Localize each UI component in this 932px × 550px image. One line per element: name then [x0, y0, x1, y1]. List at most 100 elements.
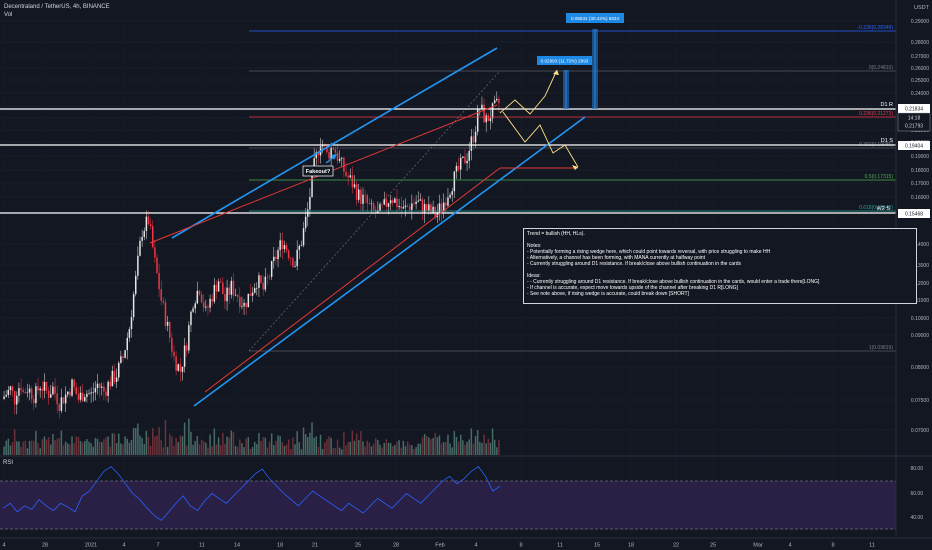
candle-body — [60, 397, 63, 411]
candle-body — [58, 404, 61, 411]
volume-bar — [485, 443, 487, 455]
w2-support-label: W2 S — [877, 206, 891, 212]
volume-bar — [351, 430, 354, 455]
range-label-small-text: 0.02993 (11.72%) 2993 — [541, 59, 589, 64]
candle-body — [249, 293, 252, 296]
volume-bars — [3, 418, 500, 455]
volume-bar — [219, 445, 222, 455]
candle-body — [468, 150, 470, 161]
candle-body — [481, 104, 483, 109]
candle-body — [101, 386, 103, 388]
volume-bar — [445, 441, 447, 455]
candle-body — [16, 395, 18, 405]
note-line: Ideas: — [527, 273, 541, 280]
volume-bar — [54, 439, 56, 455]
volume-bar — [468, 439, 470, 455]
price-tick: 0.12000 — [911, 281, 929, 287]
volume-bar — [96, 438, 99, 455]
candle-body — [466, 160, 468, 164]
price-tick: 0.07500 — [911, 398, 929, 404]
candle-body — [491, 103, 494, 119]
candle-body — [28, 388, 31, 393]
volume-bar — [358, 440, 360, 455]
volume-bar — [239, 439, 241, 455]
time-tick: 4 — [2, 543, 5, 549]
candle-body — [67, 391, 69, 395]
volume-bar — [196, 436, 199, 455]
candle-body — [243, 302, 245, 307]
support-resistance-lines[interactable]: D1 R D1 S W2 S — [0, 102, 896, 214]
candle-body — [383, 199, 385, 205]
symbol-title[interactable]: Decentraland / TetherUS, 4h, BINANCE — [4, 4, 110, 10]
candle-body — [336, 152, 339, 161]
price-tick: 0.29000 — [911, 19, 929, 25]
volume-bar — [487, 438, 490, 455]
volume-bar — [90, 443, 92, 455]
candle-body — [188, 325, 190, 351]
candle-body — [285, 245, 288, 251]
fib-retracement[interactable]: -0.236(0.28348) 0(0.24810) 0.236(0.21273… — [248, 25, 896, 352]
fakeout-callout[interactable]: Fakeout? — [302, 154, 337, 177]
candle-body — [377, 210, 379, 214]
note-line: - Potentially forming a rising wedge her… — [527, 249, 771, 256]
candle-body — [273, 256, 275, 261]
volume-bar — [41, 439, 44, 455]
price-tick: 0.17000 — [911, 181, 929, 187]
volume-bar — [317, 446, 320, 455]
fib-label-0618: 0.618(0.15546) — [859, 205, 893, 211]
tag-current: 0.21793 — [905, 124, 923, 130]
candle-body — [92, 392, 95, 393]
candle-body — [498, 98, 500, 104]
rsi-pane[interactable] — [0, 455, 932, 530]
candle-body — [326, 145, 328, 153]
candle-body — [245, 302, 247, 308]
volume-bar — [205, 442, 207, 455]
volume-bar — [353, 440, 356, 455]
rsi-label[interactable]: RSI — [3, 460, 14, 466]
candle-body — [22, 390, 24, 392]
volume-bar — [268, 441, 271, 455]
candle-body — [190, 311, 192, 326]
analysis-note[interactable]: Trend = bullish (HH, HLs). Notes: - Potent… — [523, 228, 917, 304]
volume-bar — [149, 446, 152, 455]
candle-body — [171, 337, 173, 352]
candle-body — [84, 397, 86, 402]
volume-bar — [109, 446, 112, 455]
price-range-tools[interactable]: 0.02993 (11.72%) 2993 0.06634 (30.42%) 6… — [537, 13, 624, 109]
volume-bar — [423, 433, 426, 455]
candle-body — [64, 394, 67, 404]
candle-body — [472, 136, 475, 143]
volume-bar — [334, 447, 337, 455]
volume-bar — [389, 442, 392, 455]
price-tick: 0.24000 — [911, 91, 929, 97]
candle-body — [300, 245, 303, 246]
time-tick: 18 — [628, 543, 634, 549]
volume-bar — [62, 445, 65, 455]
volume-bar — [283, 445, 286, 455]
rising-channel[interactable] — [149, 47, 586, 407]
volume-bar — [35, 430, 37, 455]
volume-bar — [436, 437, 439, 455]
volume-bar — [377, 440, 379, 455]
volume-bar — [79, 441, 82, 455]
time-tick: 4 — [122, 543, 125, 549]
volume-bar — [71, 436, 73, 455]
candle-body — [404, 205, 407, 208]
volume-bar — [179, 435, 182, 455]
volume-bar — [126, 438, 128, 455]
fib-label-0: 0(0.24810) — [869, 65, 894, 71]
volume-bar — [226, 436, 228, 455]
candle-body — [26, 392, 29, 394]
candle-body — [5, 394, 7, 397]
time-tick: 15 — [594, 543, 600, 549]
projection-paths[interactable] — [499, 69, 579, 170]
candle-body — [476, 109, 479, 132]
candle-body — [107, 381, 109, 396]
volume-bar — [84, 441, 86, 455]
time-tick: 11 — [199, 543, 205, 549]
candle-body — [387, 203, 390, 207]
candle-body — [234, 294, 237, 296]
candle-body — [379, 203, 381, 211]
volume-bar — [298, 442, 301, 455]
candle-body — [487, 115, 490, 122]
